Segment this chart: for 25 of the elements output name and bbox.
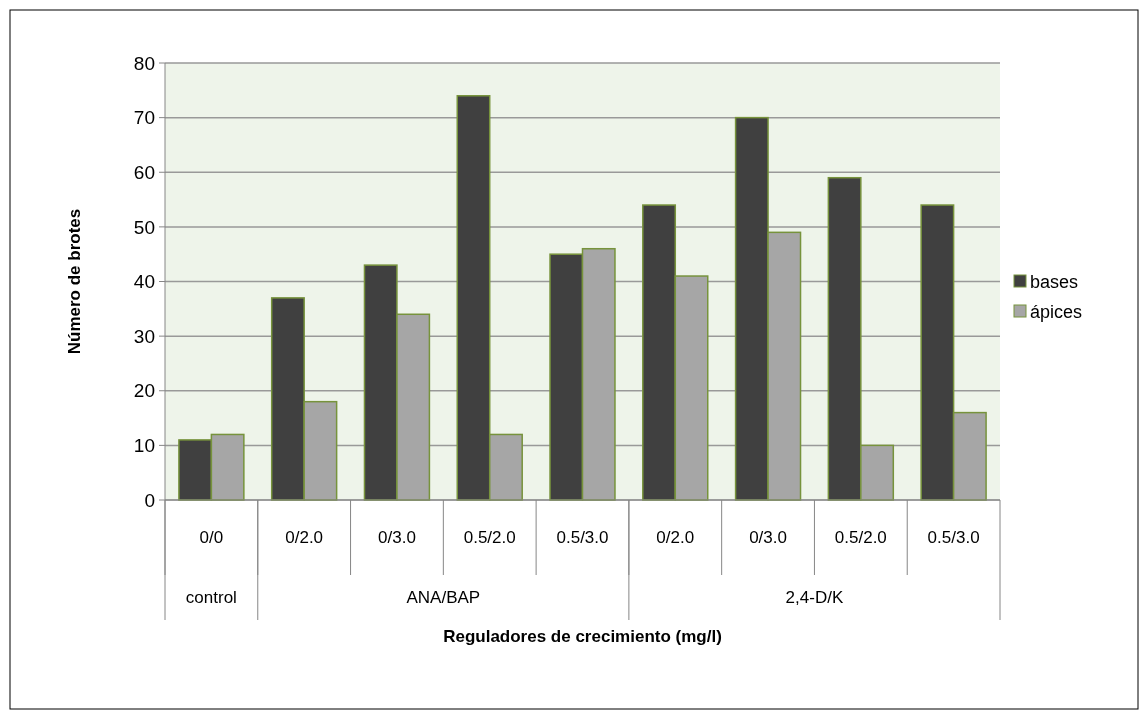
y-tick-label: 30 bbox=[133, 325, 155, 347]
legend-label: ápices bbox=[1030, 302, 1083, 323]
text: control bbox=[185, 588, 237, 607]
y-tick-label: 60 bbox=[133, 161, 155, 183]
x-tick-label: 0/2.0 bbox=[656, 528, 695, 547]
y-tick-label: 40 bbox=[133, 271, 155, 293]
y-tick-label: 20 bbox=[133, 380, 155, 402]
x-tick-label: 0.5/3.0 bbox=[556, 528, 609, 547]
x-tick-label: 0.5/3.0 bbox=[927, 528, 980, 547]
x-tick-label: 0.5/2.0 bbox=[463, 528, 516, 547]
x-tick-label: 0/0 bbox=[199, 528, 224, 547]
y-tick-label: 0 bbox=[144, 489, 155, 511]
y-tick-label: 80 bbox=[133, 52, 155, 74]
x-tick-label: 0/3.0 bbox=[749, 528, 787, 547]
text: 2,4-D/K bbox=[785, 588, 844, 607]
x-tick-label: 0/2.0 bbox=[285, 528, 324, 547]
y-tick-label: 50 bbox=[133, 216, 155, 238]
y-axis-title: Número de brotes bbox=[65, 208, 84, 355]
x-tick-label: 0/3.0 bbox=[378, 528, 416, 547]
legend-label: bases bbox=[1030, 272, 1079, 293]
x-tick-label: 0.5/2.0 bbox=[834, 528, 887, 547]
x-axis-title: Reguladores de crecimiento (mg/l) bbox=[443, 627, 722, 646]
y-tick-label: 10 bbox=[133, 435, 155, 457]
y-tick-label: 70 bbox=[133, 107, 155, 129]
text: ANA/BAP bbox=[406, 588, 481, 607]
